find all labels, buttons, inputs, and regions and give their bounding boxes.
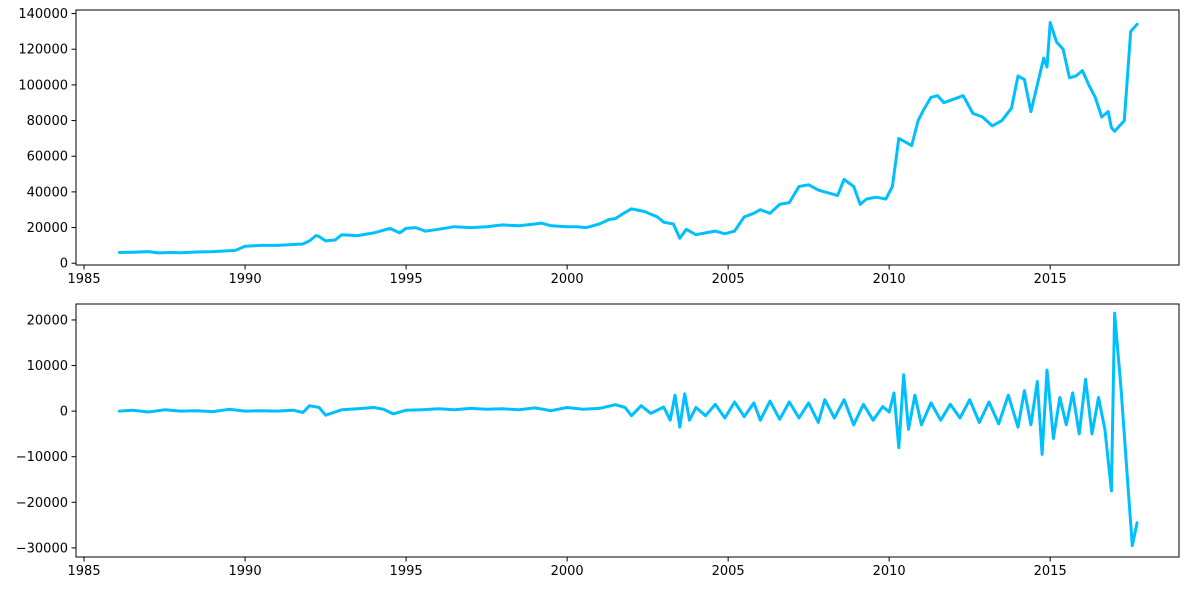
x-tick-label-1-5: 2010 (873, 564, 906, 579)
y-tick-label-0-5: 100000 (18, 78, 68, 93)
x-tick-label-0-1: 1990 (229, 272, 262, 287)
y-tick-label-0-7: 140000 (18, 7, 68, 22)
y-tick-label-1-1: −20000 (16, 496, 68, 511)
x-tick-label-0-0: 1985 (68, 272, 101, 287)
series-line-1-0 (118, 311, 1139, 548)
x-tick-label-1-0: 1985 (68, 564, 101, 579)
y-tick-label-1-0: −30000 (16, 541, 68, 556)
top-chart-panel: 1985 1990 1995 2000 2005 2010 2015 0 20000 40000 6… (18, 7, 1180, 287)
y-tick-label-1-3: 0 (60, 405, 68, 420)
y-tick-label-0-0: 0 (60, 257, 68, 272)
axes-frame-1 (75, 303, 1180, 558)
x-tick-label-1-3: 2000 (551, 564, 584, 579)
x-tick-label-0-2: 1995 (390, 272, 423, 287)
y-tick-label-1-4: 10000 (27, 359, 68, 374)
x-tick-label-0-4: 2005 (712, 272, 745, 287)
y-tick-label-1-2: −10000 (16, 450, 68, 465)
x-tick-label-1-4: 2005 (712, 564, 745, 579)
axes-frame-0 (75, 9, 1180, 266)
x-tick-label-1-2: 1995 (390, 564, 423, 579)
x-tick-label-0-5: 2010 (873, 272, 906, 287)
x-tick-label-1-6: 2015 (1034, 564, 1067, 579)
y-tick-label-0-1: 20000 (27, 221, 68, 236)
x-tick-label-0-6: 2015 (1034, 272, 1067, 287)
x-tick-label-0-3: 2000 (551, 272, 584, 287)
y-tick-label-0-3: 60000 (27, 150, 68, 165)
y-tick-label-1-5: 20000 (27, 313, 68, 328)
y-tick-label-0-4: 80000 (27, 114, 68, 129)
series-line-0-0 (118, 21, 1139, 255)
y-tick-label-0-6: 120000 (18, 43, 68, 58)
y-tick-label-0-2: 40000 (27, 185, 68, 200)
bottom-chart-panel: 1985 1990 1995 2000 2005 2010 2015 −30000 −20000… (16, 303, 1180, 579)
x-tick-label-1-1: 1990 (229, 564, 262, 579)
